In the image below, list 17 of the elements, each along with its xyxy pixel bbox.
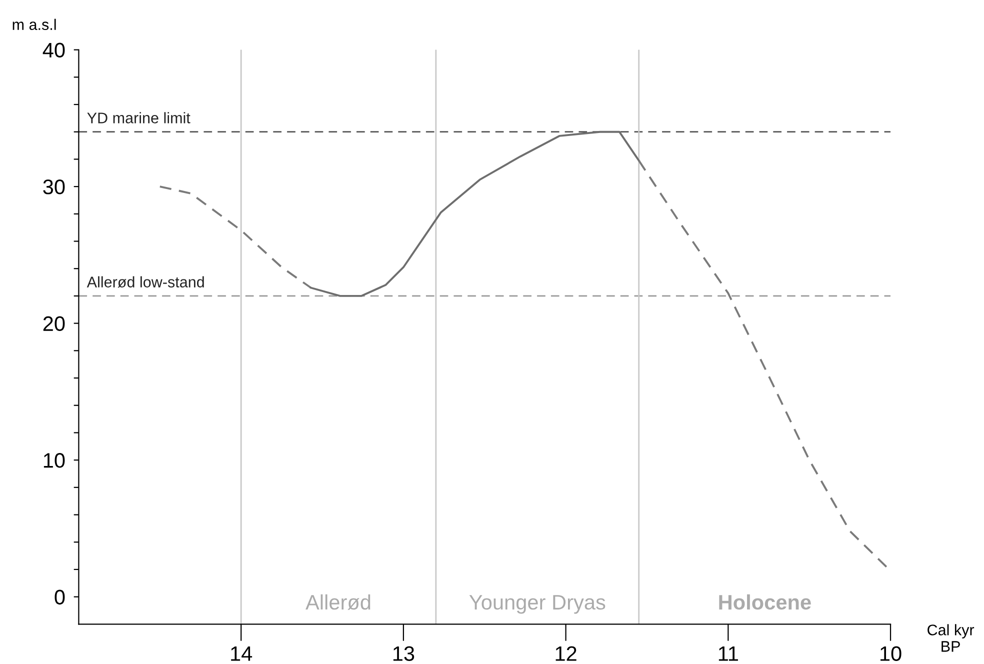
y-tick-label: 10	[44, 453, 65, 468]
ref-line-label: Allerød low-stand	[86, 276, 204, 288]
y-tick-label: 0	[54, 590, 65, 605]
x-tick-label: 10	[880, 646, 902, 661]
x-tick-label: 11	[718, 646, 738, 661]
y-tick-label: 30	[43, 180, 65, 194]
annotation: Younger Dryas	[469, 595, 606, 614]
x-tick-label: 14	[231, 646, 252, 661]
y-tick-label: 40	[42, 42, 65, 58]
x-axis-title: Cal kyr BP	[928, 624, 974, 652]
annotation: Holocene	[719, 594, 811, 610]
x-tick-label: 13	[393, 646, 414, 661]
x-tick-label: 12	[556, 646, 576, 661]
y-tick-label: 20	[43, 316, 65, 332]
ref-line-label: YD marine limit	[87, 112, 190, 124]
y-axis-title: m a.s.l	[12, 18, 56, 30]
annotation: Allerød	[306, 594, 370, 610]
